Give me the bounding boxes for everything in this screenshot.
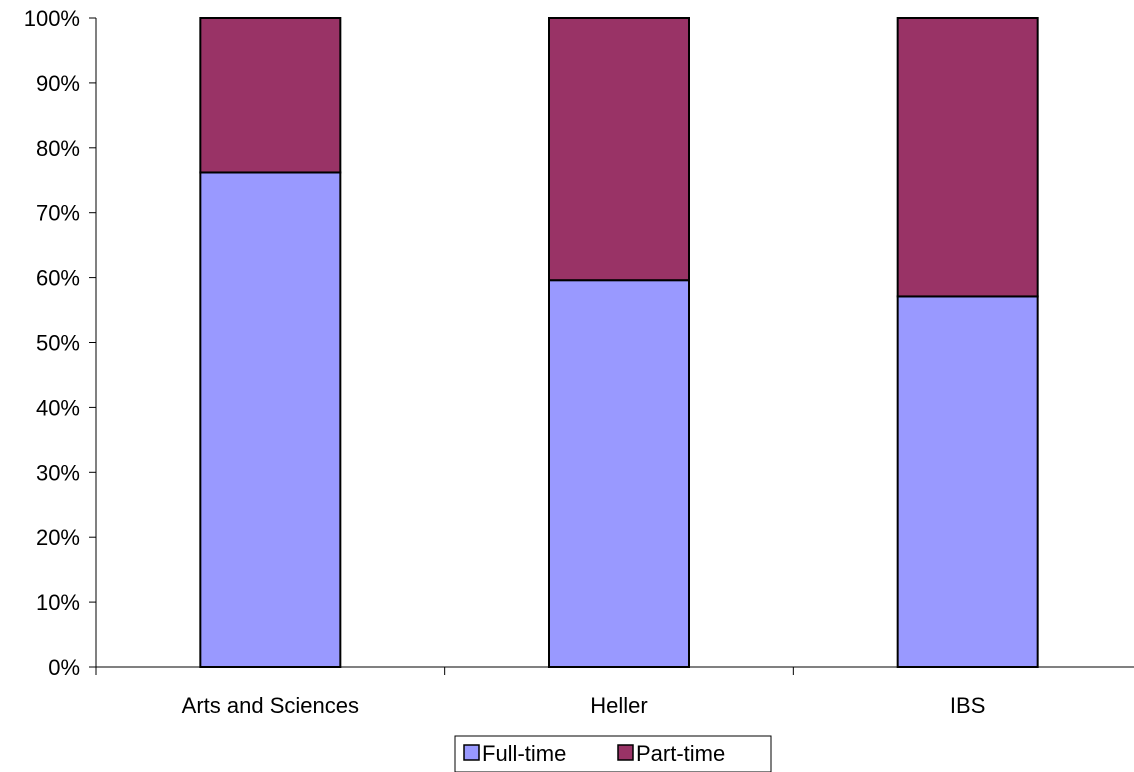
legend-label-part-time: Part-time xyxy=(636,741,725,766)
axes xyxy=(95,18,1134,675)
legend-box xyxy=(454,735,772,772)
bar-full-time-1 xyxy=(548,279,690,668)
legend-swatch-part-time xyxy=(617,744,634,761)
bar-part-time-2 xyxy=(896,17,1039,298)
x-axis-labels: Arts and Sciences Heller IBS xyxy=(182,693,986,718)
bar-part-time-1 xyxy=(548,17,690,282)
y-tick-label: 40% xyxy=(36,395,80,420)
bars xyxy=(199,17,1039,668)
legend-label-full-time: Full-time xyxy=(482,741,566,766)
y-tick-label: 60% xyxy=(36,266,80,291)
y-tick-label: 90% xyxy=(36,71,80,96)
bar-part-time-0 xyxy=(199,17,342,174)
y-tick-label: 80% xyxy=(36,136,80,161)
y-tick-label: 70% xyxy=(36,201,80,226)
y-tick-label: 30% xyxy=(36,460,80,485)
y-tick-label: 0% xyxy=(48,655,80,680)
y-tick-label: 50% xyxy=(36,331,80,356)
bar-full-time-2 xyxy=(896,295,1039,668)
legend: Full-time Part-time xyxy=(454,735,772,772)
y-axis-ticks: 0% 10% 20% 30% 40% 50% 60% 70% 80% 90% 100% xyxy=(24,6,96,680)
y-tick-label: 100% xyxy=(24,6,80,31)
bar-full-time-0 xyxy=(199,171,342,668)
x-category-label: Heller xyxy=(590,693,647,718)
y-tick-label: 20% xyxy=(36,525,80,550)
y-tick-label: 10% xyxy=(36,590,80,615)
x-category-label: IBS xyxy=(950,693,985,718)
legend-swatch-full-time xyxy=(463,744,480,761)
x-category-label: Arts and Sciences xyxy=(182,693,359,718)
